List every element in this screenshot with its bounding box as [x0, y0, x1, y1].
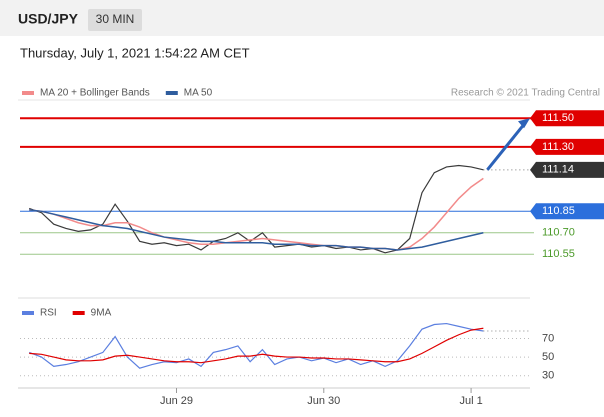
level-tag [530, 161, 604, 178]
legend-swatch [72, 311, 85, 315]
indicator-line [29, 327, 484, 364]
level-label: 111.30 [542, 141, 574, 153]
level-label: 111.50 [542, 112, 574, 124]
timeframe-box[interactable] [88, 9, 142, 31]
symbol: USD/JPY [18, 11, 79, 27]
level-label: 110.55 [542, 248, 575, 260]
level-tag [530, 110, 604, 127]
price-panel: MA 20 + Bollinger Bands MA 50 Research © 2… [20, 88, 604, 260]
y-tick-label: 70 [542, 332, 554, 344]
y-tick-label: 50 [542, 351, 554, 363]
level-label: 110.70 [542, 227, 575, 239]
price-line [29, 164, 484, 254]
indicator-line [28, 322, 484, 369]
timeframe[interactable]: 30 MIN [96, 12, 135, 26]
legend-label: MA 50 [184, 88, 213, 99]
legend-swatch [22, 91, 34, 95]
y-tick-label: 30 [542, 370, 554, 382]
level-label: 111.14 [542, 164, 574, 176]
arrow-head [518, 118, 530, 129]
x-tick-label: Jul 1 [459, 395, 482, 407]
rsi-panel: RSI 9MA 70 50 30 Jun 29 Jun 30 Jul 1 [20, 308, 554, 407]
credit: Research © 2021 Trading Central [451, 88, 600, 99]
level-tag [530, 203, 604, 220]
legend-label: MA 20 + Bollinger Bands [40, 88, 150, 99]
legend-label: RSI [40, 308, 57, 319]
datetime: Thursday, July 1, 2021 1:54:22 AM CET [20, 45, 250, 60]
target-arrow [486, 123, 526, 171]
legend-swatch [22, 311, 34, 315]
legend-swatch [165, 91, 178, 95]
level-label: 110.85 [542, 205, 575, 217]
legend-label: 9MA [91, 308, 112, 319]
x-tick-label: Jun 30 [307, 395, 340, 407]
indicator-line [29, 177, 484, 251]
level-tag [530, 138, 604, 155]
indicator-line [29, 209, 484, 251]
x-tick-label: Jun 29 [160, 395, 193, 407]
